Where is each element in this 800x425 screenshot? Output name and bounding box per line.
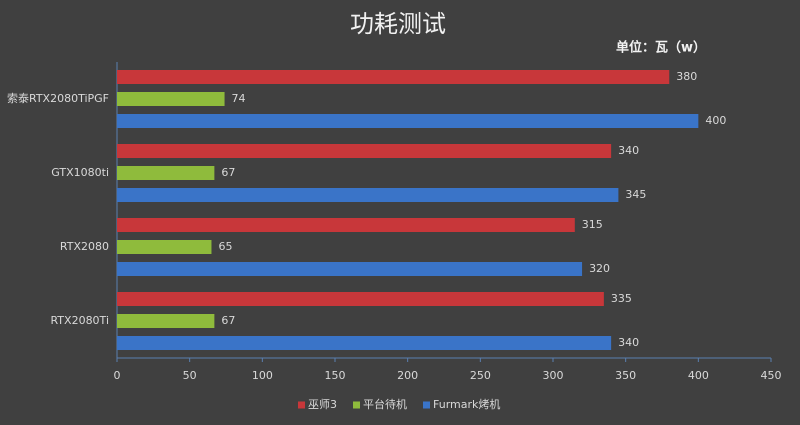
- data-label: 74: [232, 92, 246, 105]
- bar: [117, 70, 670, 84]
- bar: [117, 92, 225, 106]
- bar: [117, 292, 604, 306]
- x-tick-label: 50: [183, 369, 197, 382]
- legend-label: 平台待机: [363, 397, 407, 411]
- bar: [117, 144, 612, 158]
- x-tick-label: 0: [114, 369, 121, 382]
- chart-title: 功耗测试: [350, 10, 446, 38]
- data-label: 65: [218, 240, 232, 253]
- bar: [117, 218, 575, 232]
- x-tick-label: 450: [761, 369, 782, 382]
- data-label: 380: [676, 70, 697, 83]
- x-tick-label: 400: [688, 369, 709, 382]
- x-tick-label: 200: [397, 369, 418, 382]
- y-tick-label: RTX2080Ti: [50, 314, 109, 327]
- data-label: 340: [618, 144, 639, 157]
- bar: [117, 166, 215, 180]
- bar: [117, 314, 215, 328]
- y-tick-label: RTX2080: [60, 240, 109, 253]
- x-tick-label: 250: [470, 369, 491, 382]
- unit-label: 单位：瓦（w）: [616, 40, 706, 56]
- data-label: 315: [582, 218, 603, 231]
- legend-label: Furmark烤机: [433, 397, 500, 411]
- x-tick-label: 150: [325, 369, 346, 382]
- data-label: 400: [705, 114, 726, 127]
- bar: [117, 240, 212, 254]
- x-tick-label: 350: [615, 369, 636, 382]
- legend-swatch: [353, 401, 360, 409]
- data-label: 320: [589, 262, 610, 275]
- data-label: 345: [625, 188, 646, 201]
- legend-swatch: [298, 401, 305, 409]
- bar: [117, 188, 619, 202]
- x-tick-label: 100: [252, 369, 273, 382]
- legend-label: 巫师3: [308, 398, 337, 411]
- data-label: 67: [221, 314, 235, 327]
- x-tick-label: 300: [543, 369, 564, 382]
- y-tick-label: 索泰RTX2080TiPGF: [7, 91, 109, 105]
- data-label: 335: [611, 292, 632, 305]
- legend-swatch: [423, 401, 430, 409]
- data-label: 67: [221, 166, 235, 179]
- bar: [117, 262, 583, 276]
- data-label: 340: [618, 336, 639, 349]
- bar: [117, 114, 699, 128]
- y-tick-label: GTX1080ti: [51, 166, 109, 179]
- bar: [117, 336, 612, 350]
